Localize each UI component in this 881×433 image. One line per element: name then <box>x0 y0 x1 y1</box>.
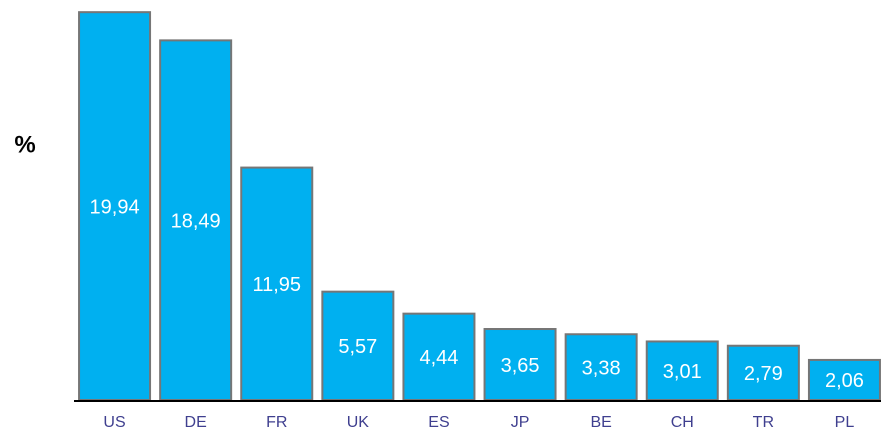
bar <box>483 328 557 402</box>
x-tick-label: JP <box>511 414 530 431</box>
x-tick-label: FR <box>266 414 287 431</box>
x-tick-label: PL <box>835 414 855 431</box>
x-tick-label: DE <box>185 414 207 431</box>
value-label: 5,57 <box>338 336 377 358</box>
value-label: 3,01 <box>663 361 702 383</box>
x-tick-label: UK <box>347 414 370 431</box>
value-label: 4,44 <box>419 347 458 369</box>
x-tick-label: US <box>103 414 125 431</box>
value-label: 2,79 <box>744 363 783 385</box>
bar <box>645 340 719 402</box>
bar <box>807 358 881 402</box>
value-label: 3,38 <box>582 357 621 379</box>
bar <box>159 39 233 401</box>
value-label: 2,06 <box>825 370 864 392</box>
x-tick-label: TR <box>753 414 774 431</box>
x-tick-label: BE <box>590 414 611 431</box>
bar <box>78 11 152 402</box>
bar <box>321 290 395 402</box>
value-label: 19,94 <box>90 196 140 218</box>
x-tick-label: CH <box>671 414 694 431</box>
y-axis-label: % <box>14 131 35 158</box>
value-label: 11,95 <box>252 274 301 296</box>
value-label: 3,65 <box>501 355 540 377</box>
x-tick-label: ES <box>428 414 449 431</box>
bar <box>240 166 314 401</box>
value-label: 18,49 <box>171 210 221 232</box>
